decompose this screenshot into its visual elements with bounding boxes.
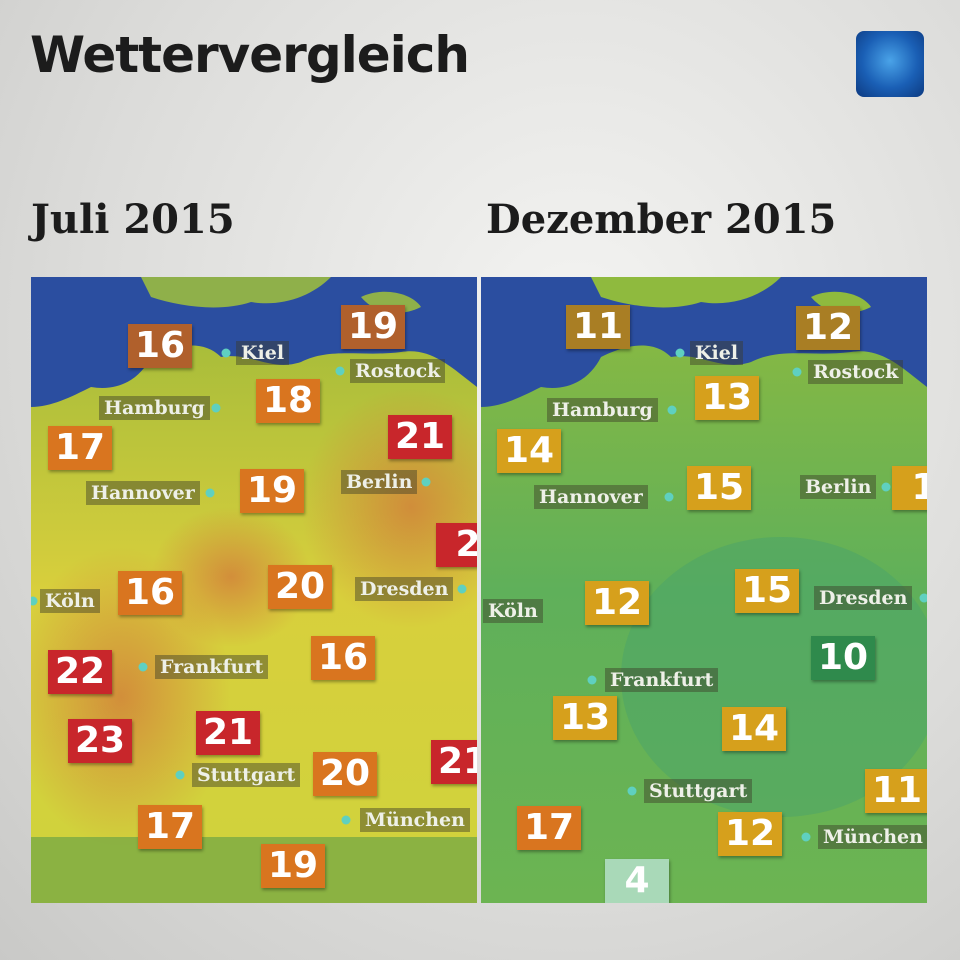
city-marker [792,367,802,377]
city-marker [335,366,345,376]
city-label: Berlin [341,470,418,494]
temperature-box: 14 [722,707,786,751]
city-label: Köln [40,589,100,613]
temperature-box: 21 [388,415,452,459]
city-label: Hamburg [99,396,210,420]
city-label: Hannover [86,481,200,505]
temperature-box: 17 [517,806,581,850]
city-marker [211,403,221,413]
city-marker [675,348,685,358]
city-marker [919,593,927,603]
city-marker [205,488,215,498]
temperature-box: 12 [796,306,860,350]
city-marker [341,815,351,825]
city-label: München [818,825,927,849]
city-label: Frankfurt [605,668,719,692]
temperature-box: 19 [240,469,304,513]
city-marker [175,770,185,780]
temperature-box: 17 [48,426,112,470]
title: Wettervergleich [30,26,470,84]
temperature-box: 16 [311,636,375,680]
temperature-box: 21 [431,740,477,784]
city-label: Dresden [814,586,913,610]
temperature-box: 16 [118,571,182,615]
temperature-box: 13 [695,376,759,420]
temperature-box: 19 [261,844,325,888]
city-label: Hamburg [547,398,658,422]
city-marker [421,477,431,487]
temperature-box: 23 [68,719,132,763]
temperature-box: 12 [718,812,782,856]
temperature-box: 18 [256,379,320,423]
city-label: Berlin [800,475,877,499]
temperature-box: 15 [735,569,799,613]
temperature-box: 1 [892,466,927,510]
city-marker [221,348,231,358]
temperature-box: 13 [553,696,617,740]
map-panel: Kiel Rostock Hamburg Hannover Berlin Dresden K… [31,277,477,903]
temperature-box: 15 [687,466,751,510]
temperature-box: 10 [811,636,875,680]
city-label: Köln [483,599,543,623]
city-marker [667,405,677,415]
city-marker [664,492,674,502]
city-label: München [360,808,470,832]
city-label: Stuttgart [644,779,753,803]
temperature-box: 20 [313,752,377,796]
temperature-box: 12 [585,581,649,625]
temperature-box: 17 [138,805,202,849]
city-marker [627,786,637,796]
temperature-box: 20 [268,565,332,609]
city-label: Kiel [236,341,290,365]
temperature-box: 11 [566,305,630,349]
city-label: Frankfurt [155,655,269,679]
temperature-box: 11 [865,769,927,813]
city-label: Stuttgart [192,763,301,787]
logo [856,31,924,97]
city-marker [801,832,811,842]
temperature-box: 4 [605,859,669,903]
city-label: Rostock [350,359,446,383]
temperature-box: 14 [497,429,561,473]
temperature-box: 22 [48,650,112,694]
panel-title: Dezember 2015 [486,196,837,243]
temperature-box: 16 [128,324,192,368]
panel-title: Juli 2015 [31,196,235,243]
temperature-box: 2 [436,523,477,567]
city-label: Rostock [808,360,904,384]
city-marker [587,675,597,685]
city-label: Hannover [534,485,648,509]
map-panel: Kiel Rostock Hamburg Hannover Berlin Dresden K… [481,277,927,903]
city-label: Dresden [355,577,454,601]
temperature-box: 19 [341,305,405,349]
city-marker [138,662,148,672]
temperature-box: 21 [196,711,260,755]
city-marker [881,482,891,492]
city-label: Kiel [690,341,744,365]
city-marker [457,584,467,594]
city-marker [31,596,38,606]
